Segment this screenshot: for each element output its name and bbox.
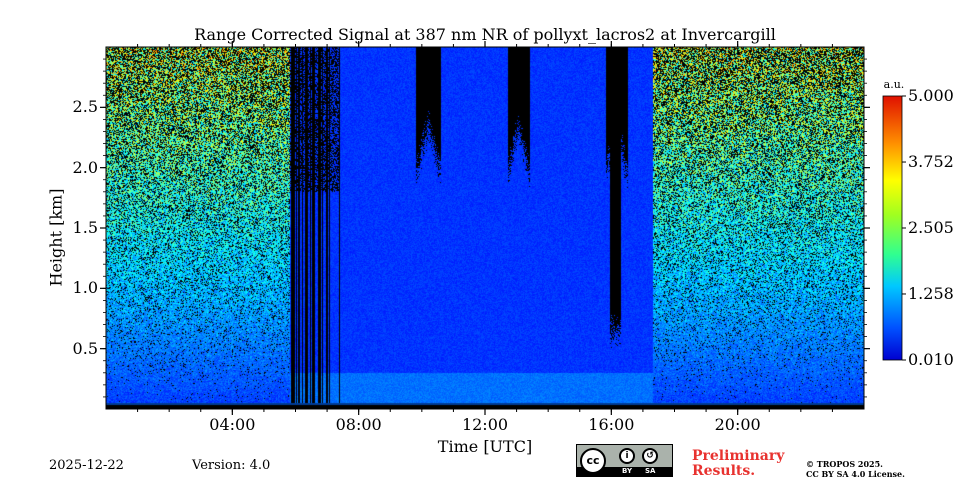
x-tick-label: 04:00 [209, 415, 256, 434]
copyright-note: © TROPOS 2025. CC BY SA 4.0 License. [806, 459, 905, 479]
attribution-icon: i [619, 448, 635, 464]
heatmap-image [106, 47, 864, 409]
y-tick-label: 2.0 [72, 157, 98, 177]
cc-icon: cc [580, 448, 606, 474]
colorbar-tick-label: 0.010 [908, 350, 954, 369]
x-axis-label: Time [UTC] [437, 437, 533, 456]
footer-date: 2025-12-22 [49, 458, 124, 473]
colorbar [882, 95, 903, 361]
cc-license-badge[interactable]: cc i ↺ BY SA [576, 444, 673, 477]
copyright-line1: © TROPOS 2025. [806, 459, 883, 469]
x-tick-label: 20:00 [714, 415, 761, 434]
y-ticks [100, 58, 870, 398]
x-tick-label: 12:00 [461, 415, 509, 434]
colorbar-tick-label: 2.505 [908, 218, 954, 237]
colorbar-tick-label: 3.752 [908, 152, 954, 172]
colorbar-unit: a.u. [883, 78, 905, 91]
chart-title: Range Corrected Signal at 387 nm NR of p… [194, 25, 776, 44]
license-by-label: BY [622, 467, 633, 475]
y-tick-label: 1.0 [72, 278, 98, 298]
footer-version: Version: 4.0 [192, 458, 271, 473]
colorbar-tick-label: 5.000 [908, 86, 954, 105]
license-sa-label: SA [645, 467, 656, 475]
preliminary-results-note: Preliminary Results. [692, 449, 784, 479]
y-tick-label: 2.5 [72, 97, 98, 117]
colorbar-ticks [902, 95, 906, 361]
heatmap-area [106, 47, 864, 409]
copyright-line2: CC BY SA 4.0 License. [806, 469, 905, 479]
x-tick-label: 08:00 [335, 415, 382, 434]
x-tick-label: 16:00 [588, 415, 635, 434]
preliminary-line2: Results. [692, 463, 756, 479]
share-alike-icon: ↺ [642, 448, 658, 464]
preliminary-line1: Preliminary [692, 448, 785, 464]
y-tick-label: 1.5 [72, 218, 98, 237]
y-tick-label: 0.5 [72, 338, 98, 358]
colorbar-tick-label: 1.258 [908, 283, 954, 303]
x-ticks [137, 41, 833, 415]
